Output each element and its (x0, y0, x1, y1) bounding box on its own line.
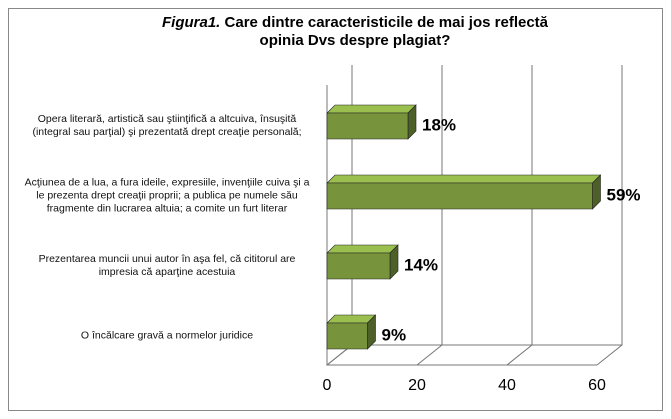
x-tick-label: 60 (588, 377, 606, 394)
bar-face (326, 174, 602, 184)
bar (326, 174, 602, 210)
title-prefix: Figura1. (161, 14, 221, 31)
bar-face (326, 322, 368, 350)
x-tick-label: 40 (498, 377, 516, 394)
bar (326, 314, 377, 350)
title-text: Care dintre caracteristicile de mai jos … (224, 14, 549, 49)
bar-face (326, 244, 399, 254)
bar (326, 244, 399, 280)
category-label: Opera literară, artistică sau ştiinţific… (32, 113, 302, 138)
value-label: 9% (382, 325, 407, 344)
value-label: 18% (422, 115, 456, 134)
bar-face (326, 104, 417, 114)
category-label: Acţiunea de a lua, a fura ideile, expres… (24, 176, 310, 215)
bar-face (326, 252, 391, 280)
category-label: Prezentarea muncii unui autor în aşa fel… (38, 253, 296, 278)
grid-line (506, 65, 533, 366)
x-tick-label: 0 (323, 377, 332, 394)
value-label: 14% (404, 255, 438, 274)
grid-line (596, 65, 623, 366)
bar-face (326, 314, 377, 324)
grid-line (416, 65, 443, 366)
bar-face (326, 112, 409, 140)
category-label: O încălcare gravă a normelor juridice (80, 329, 254, 342)
bar-face (326, 182, 593, 210)
bar (326, 104, 417, 140)
chart-title: Figura1. Care dintre caracteristicile de… (150, 14, 560, 50)
value-label: 59% (607, 185, 641, 204)
x-tick-label: 20 (408, 377, 426, 394)
